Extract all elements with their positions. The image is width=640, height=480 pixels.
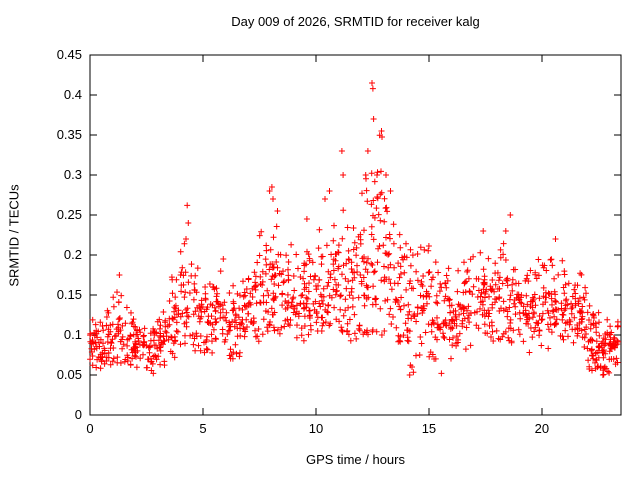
x-tick-label: 20 [535,421,549,436]
y-tick-label: 0.1 [64,327,82,342]
y-tick-label: 0.25 [57,207,82,222]
y-tick-label: 0.05 [57,367,82,382]
x-axis-label: GPS time / hours [306,452,405,467]
x-tick-label: 15 [422,421,436,436]
plot-border [89,54,622,416]
y-tick-label: 0.2 [64,247,82,262]
y-tick-label: 0.35 [57,127,82,142]
chart-title: Day 009 of 2026, SRMTID for receiver kal… [231,14,480,29]
y-tick-label: 0.45 [57,47,82,62]
y-tick-label: 0.15 [57,287,82,302]
y-tick-label: 0.3 [64,167,82,182]
y-tick-label: 0 [75,407,82,422]
x-tick-label: 0 [86,421,93,436]
scatter-points [87,80,621,378]
x-tick-label: 10 [309,421,323,436]
y-tick-label: 0.4 [64,87,82,102]
x-tick-label: 5 [199,421,206,436]
